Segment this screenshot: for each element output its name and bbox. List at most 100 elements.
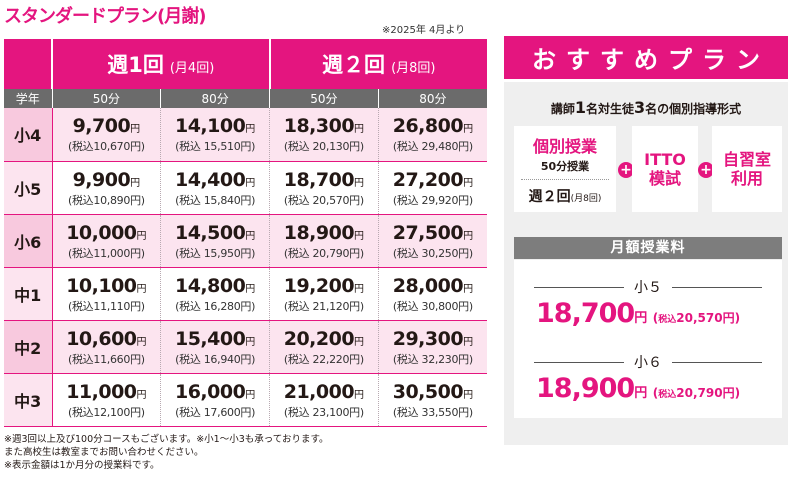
price-cell: 14,400円 (税込 15,840円) bbox=[160, 161, 271, 215]
price-tax: (税込 15,840円) bbox=[175, 193, 256, 207]
price-yen: 円 bbox=[354, 283, 365, 295]
price-tax: (税込 16,280円) bbox=[175, 299, 256, 313]
price-main: 21,000円 bbox=[270, 380, 378, 406]
individual-lesson-duration: 50分授業 bbox=[540, 160, 590, 173]
price-cell: 20,200円 (税込 22,220円) bbox=[269, 320, 379, 374]
grade-header: 学年 bbox=[4, 89, 53, 108]
duration-header: 80分 bbox=[378, 89, 488, 108]
freq-label: 週２回 bbox=[322, 53, 386, 77]
price-tax: (税込11,660円) bbox=[67, 352, 145, 366]
desc-text: 名対生徒 bbox=[585, 102, 634, 116]
price-tax: (税込 15,950円) bbox=[175, 246, 256, 260]
plus-icon: + bbox=[698, 162, 714, 178]
price-main: 18,700円 bbox=[270, 168, 378, 194]
price-amount: 20,200 bbox=[283, 327, 355, 350]
price-cell: 19,200円 (税込 21,120円) bbox=[269, 267, 379, 321]
price-cell: 28,000円 (税込 30,800円) bbox=[378, 267, 488, 321]
price-cell: 14,100円 (税込 15,510円) bbox=[160, 108, 271, 162]
fee-tax-label: 税込 bbox=[658, 390, 677, 400]
price-tax: (税込 29,480円) bbox=[392, 140, 473, 154]
price-main: 16,000円 bbox=[161, 380, 269, 406]
price-main: 9,700円 bbox=[53, 114, 161, 140]
plus-icon: + bbox=[618, 162, 634, 178]
desc-text: 名の個別指導形式 bbox=[645, 102, 742, 116]
price-cell: 14,500円 (税込 15,950円) bbox=[160, 214, 271, 268]
price-tax: (税込12,100円) bbox=[67, 405, 145, 419]
price-yen: 円 bbox=[354, 336, 365, 348]
footnotes: ※週3回以上及び100分コースもございます。※小1〜小3も承っております。 また… bbox=[4, 433, 494, 472]
fee-tax-open: ( bbox=[652, 386, 659, 400]
footnote: また高校生は教室までお問い合わせください。 bbox=[4, 447, 204, 458]
fee-amount: 18,900 bbox=[536, 373, 635, 404]
table-row: 小4 9,700円 (税込10,670円) 14,100円 (税込 15,510円) 18… bbox=[4, 108, 488, 162]
price-amount: 14,100 bbox=[174, 115, 246, 138]
self-study-box: 自習室 利用 bbox=[712, 126, 782, 212]
duration-header: 50分 bbox=[269, 89, 379, 108]
price-yen: 円 bbox=[136, 336, 147, 348]
price-tax: (税込 20,130円) bbox=[283, 140, 364, 154]
grade-cell: 中1 bbox=[4, 267, 53, 321]
individual-lesson-frequency: 週２回(月8回) bbox=[529, 186, 602, 206]
price-amount: 14,400 bbox=[174, 168, 246, 191]
price-yen: 円 bbox=[354, 230, 365, 242]
grade-cell: 小4 bbox=[4, 108, 53, 162]
price-cell: 21,000円 (税込 23,100円) bbox=[269, 373, 379, 427]
price-cell: 15,400円 (税込 16,940円) bbox=[160, 320, 271, 374]
footnote: ※表示金額は1か月分の授業料です。 bbox=[4, 460, 160, 471]
price-amount: 10,100 bbox=[66, 274, 137, 297]
recommended-plan-panel: 講師1名対生徒3名の個別指導形式 個別授業 50分授業 週２回(月8回) + I… bbox=[504, 82, 788, 445]
price-main: 26,800円 bbox=[379, 114, 487, 140]
price-yen: 円 bbox=[463, 389, 474, 401]
freq-label: 週２回 bbox=[528, 189, 571, 205]
price-cell: 10,100円 (税込11,110円) bbox=[52, 267, 162, 321]
desc-text: 講師 bbox=[550, 102, 575, 116]
price-yen: 円 bbox=[354, 389, 365, 401]
freq-sub: (月8回) bbox=[391, 61, 436, 76]
price-amount: 29,300 bbox=[392, 327, 464, 350]
price-main: 27,500円 bbox=[379, 221, 487, 247]
price-main: 9,900円 bbox=[53, 168, 161, 194]
itto-label: 模試 bbox=[648, 169, 681, 188]
price-main: 11,000円 bbox=[53, 380, 161, 406]
itto-exam-box: ITTO 模試 bbox=[632, 126, 698, 212]
price-cell: 18,900円 (税込 20,790円) bbox=[269, 214, 379, 268]
price-yen: 円 bbox=[136, 389, 147, 401]
price-cell: 10,600円 (税込11,660円) bbox=[52, 320, 162, 374]
price-yen: 円 bbox=[245, 177, 256, 189]
divider bbox=[534, 361, 624, 363]
price-yen: 円 bbox=[463, 336, 474, 348]
price-main: 10,100円 bbox=[53, 274, 161, 300]
price-tax: (税込 23,100円) bbox=[283, 405, 364, 419]
price-tax: (税込10,890円) bbox=[67, 193, 145, 207]
price-tax: (税込 16,940円) bbox=[175, 352, 256, 366]
price-main: 10,000円 bbox=[53, 221, 161, 247]
price-yen: 円 bbox=[354, 124, 365, 136]
price-tax: (税込 20,790円) bbox=[283, 246, 364, 260]
price-main: 20,200円 bbox=[270, 327, 378, 353]
fee-price: 18,700円 (税込20,570円) bbox=[536, 298, 776, 329]
fee-grade-divider: 小５ bbox=[534, 280, 762, 296]
price-yen: 円 bbox=[463, 283, 474, 295]
fee-price: 18,900円 (税込20,790円) bbox=[536, 373, 776, 404]
price-main: 10,600円 bbox=[53, 327, 161, 353]
freq-header-2: 週２回 (月8回) bbox=[269, 39, 488, 89]
price-tax: (税込11,110円) bbox=[67, 299, 145, 313]
grade-cell: 中3 bbox=[4, 373, 53, 427]
price-tax: (税込 15,510円) bbox=[175, 140, 256, 154]
freq-sub: (月8回) bbox=[570, 194, 602, 204]
self-study-label: 自習室 bbox=[722, 150, 771, 169]
price-cell: 18,700円 (税込 20,570円) bbox=[269, 161, 379, 215]
itto-label: ITTO bbox=[644, 150, 686, 169]
table-row: 中3 11,000円 (税込12,100円) 16,000円 (税込 17,600円) 2… bbox=[4, 373, 488, 427]
price-cell: 27,200円 (税込 29,920円) bbox=[378, 161, 488, 215]
price-tax: (税込 21,120円) bbox=[283, 299, 364, 313]
fee-yen: 円 bbox=[634, 311, 648, 326]
price-yen: 円 bbox=[354, 177, 365, 189]
grade-cell: 小5 bbox=[4, 161, 53, 215]
freq-label: 週1回 bbox=[107, 53, 164, 77]
self-study-label: 利用 bbox=[730, 169, 763, 188]
fee-tax: (税込20,570円) bbox=[653, 311, 740, 325]
price-yen: 円 bbox=[245, 389, 256, 401]
table-row: 中1 10,100円 (税込11,110円) 14,800円 (税込 16,280円) 1… bbox=[4, 267, 488, 321]
desc-number: 3 bbox=[634, 98, 646, 117]
